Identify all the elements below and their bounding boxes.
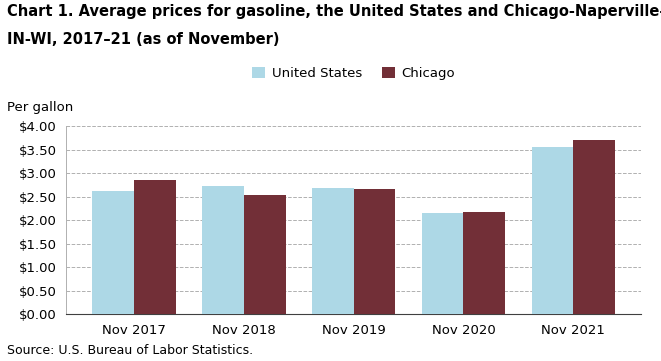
Bar [134, 180, 176, 314]
Text: Chart 1. Average prices for gasoline, the United States and Chicago-Naperville-E: Chart 1. Average prices for gasoline, th… [7, 4, 661, 19]
Legend: United States, Chicago: United States, Chicago [247, 62, 461, 85]
Bar [244, 195, 286, 314]
Bar [573, 140, 615, 314]
Bar [463, 212, 505, 314]
Text: Per gallon: Per gallon [7, 101, 73, 114]
Bar [531, 147, 573, 314]
Bar [202, 186, 244, 314]
Text: IN-WI, 2017–21 (as of November): IN-WI, 2017–21 (as of November) [7, 32, 279, 48]
Bar [93, 191, 134, 314]
Bar [422, 213, 463, 314]
Bar [312, 188, 354, 314]
Text: Source: U.S. Bureau of Labor Statistics.: Source: U.S. Bureau of Labor Statistics. [7, 344, 253, 357]
Bar [354, 189, 395, 314]
